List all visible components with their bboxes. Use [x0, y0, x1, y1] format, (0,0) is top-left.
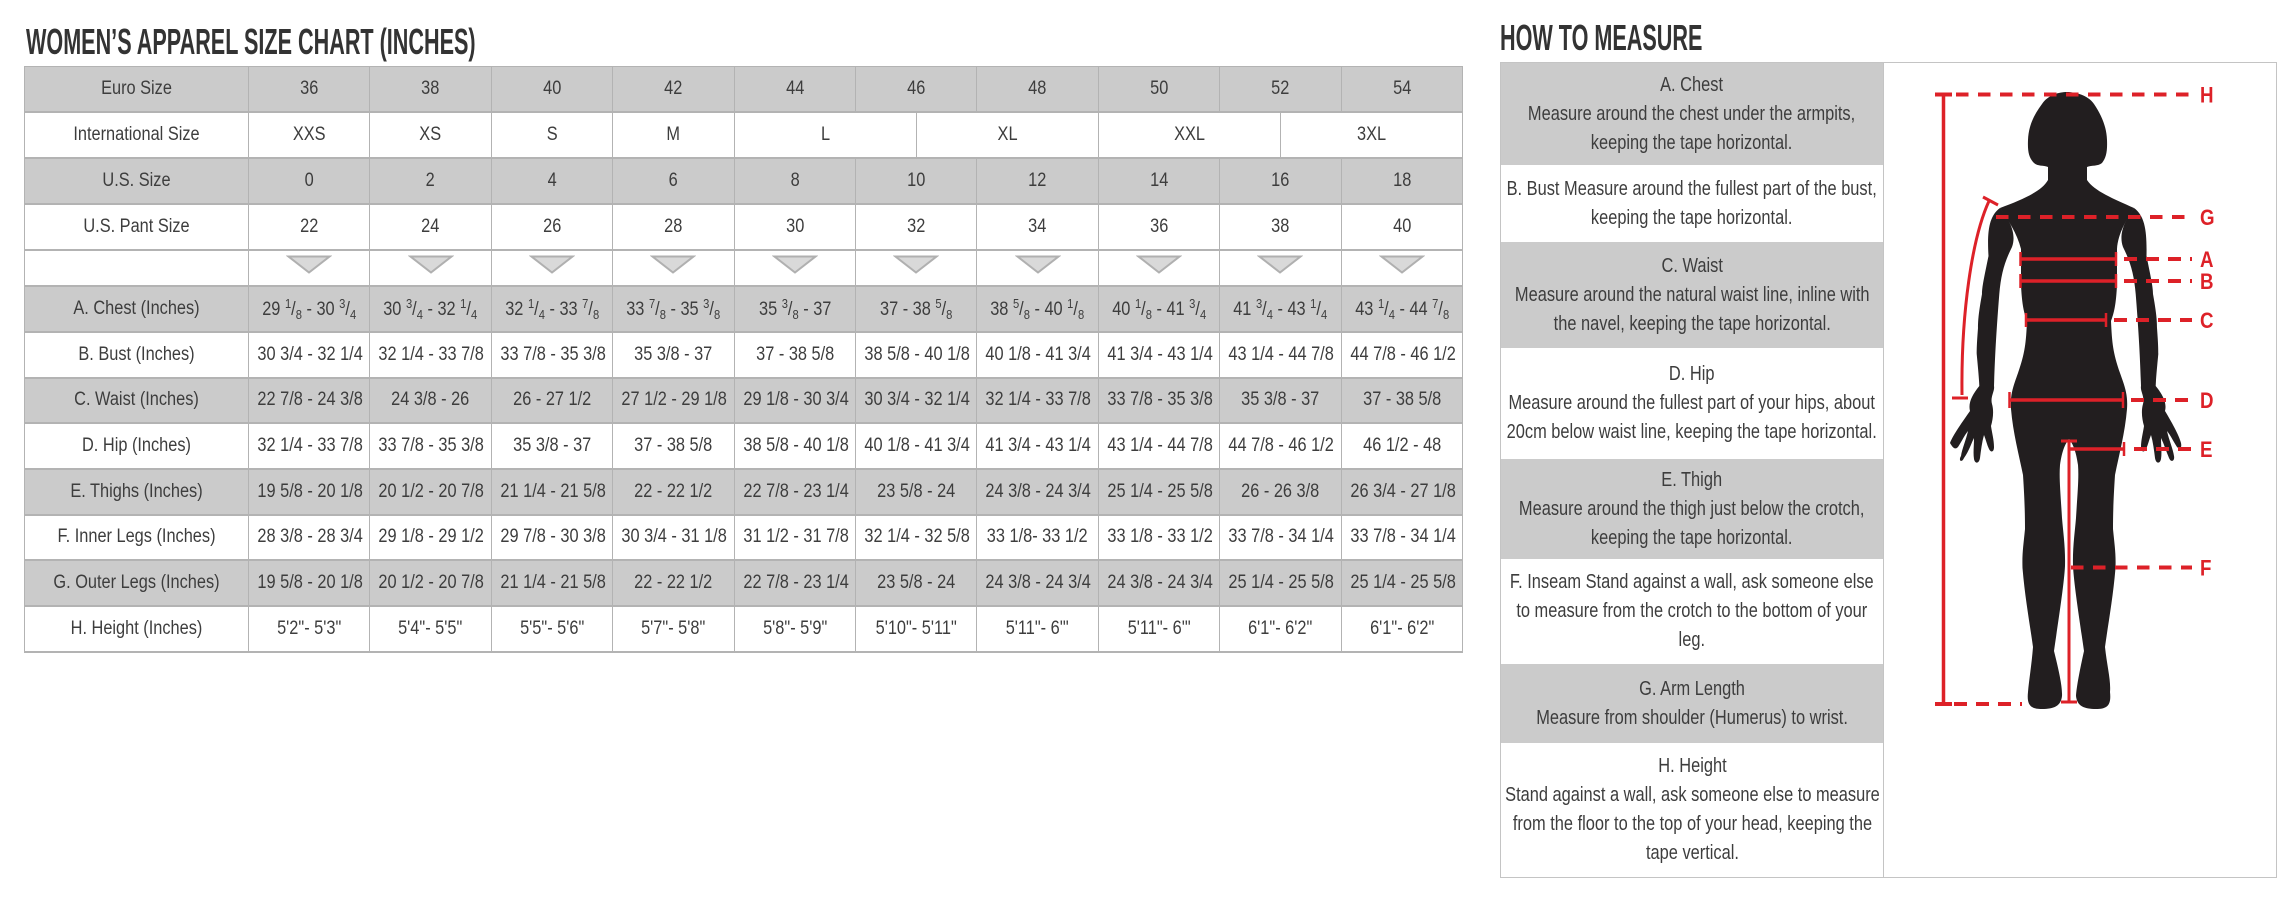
svg-text:A: A [2200, 249, 2214, 273]
svg-text:H: H [2200, 84, 2214, 108]
svg-text:B: B [2200, 271, 2214, 295]
svg-text:F: F [2200, 557, 2211, 581]
svg-text:C: C [2200, 310, 2214, 334]
svg-text:E: E [2200, 439, 2212, 463]
svg-text:G: G [2200, 207, 2215, 231]
svg-text:D: D [2200, 390, 2214, 414]
